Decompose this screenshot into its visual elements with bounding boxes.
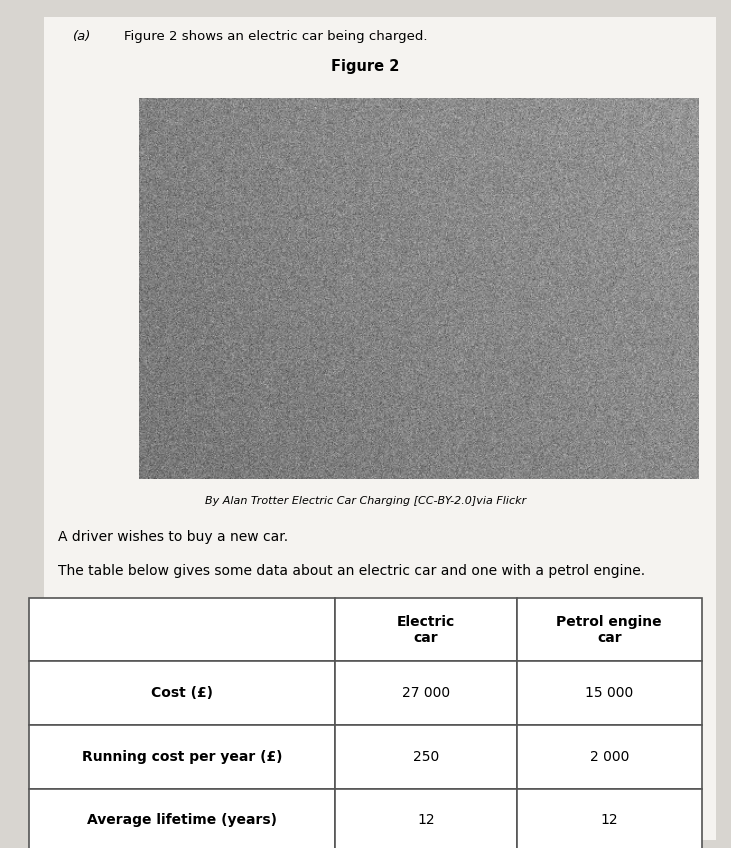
Bar — [517, 789, 702, 848]
Text: By Alan Trotter Electric Car Charging [CC-BY-2.0]via Flickr: By Alan Trotter Electric Car Charging [C… — [205, 496, 526, 506]
Text: Running cost per year (£): Running cost per year (£) — [82, 750, 282, 764]
Text: Figure 2: Figure 2 — [331, 59, 400, 75]
Text: The table below gives some data about an electric car and one with a petrol engi: The table below gives some data about an… — [58, 564, 645, 578]
Bar — [336, 725, 517, 789]
Bar — [336, 789, 517, 848]
Bar — [29, 598, 336, 661]
Bar — [517, 598, 702, 661]
Text: Cost (£): Cost (£) — [151, 686, 213, 700]
Text: 12: 12 — [417, 813, 435, 828]
Bar — [517, 661, 702, 725]
Text: 15 000: 15 000 — [585, 686, 634, 700]
Text: 250: 250 — [413, 750, 439, 764]
Bar — [29, 789, 336, 848]
Text: Figure 2 shows an electric car being charged.: Figure 2 shows an electric car being cha… — [124, 30, 428, 42]
Bar — [29, 661, 336, 725]
Text: A driver wishes to buy a new car.: A driver wishes to buy a new car. — [58, 530, 289, 544]
Text: 27 000: 27 000 — [402, 686, 450, 700]
Bar — [517, 725, 702, 789]
Text: Average lifetime (years): Average lifetime (years) — [87, 813, 277, 828]
Text: Electric
car: Electric car — [397, 615, 455, 644]
Bar — [336, 598, 517, 661]
Text: 2 000: 2 000 — [590, 750, 629, 764]
Text: Petrol engine
car: Petrol engine car — [556, 615, 662, 644]
Bar — [336, 661, 517, 725]
Bar — [29, 725, 336, 789]
Text: (a): (a) — [73, 30, 91, 42]
Text: 12: 12 — [600, 813, 618, 828]
